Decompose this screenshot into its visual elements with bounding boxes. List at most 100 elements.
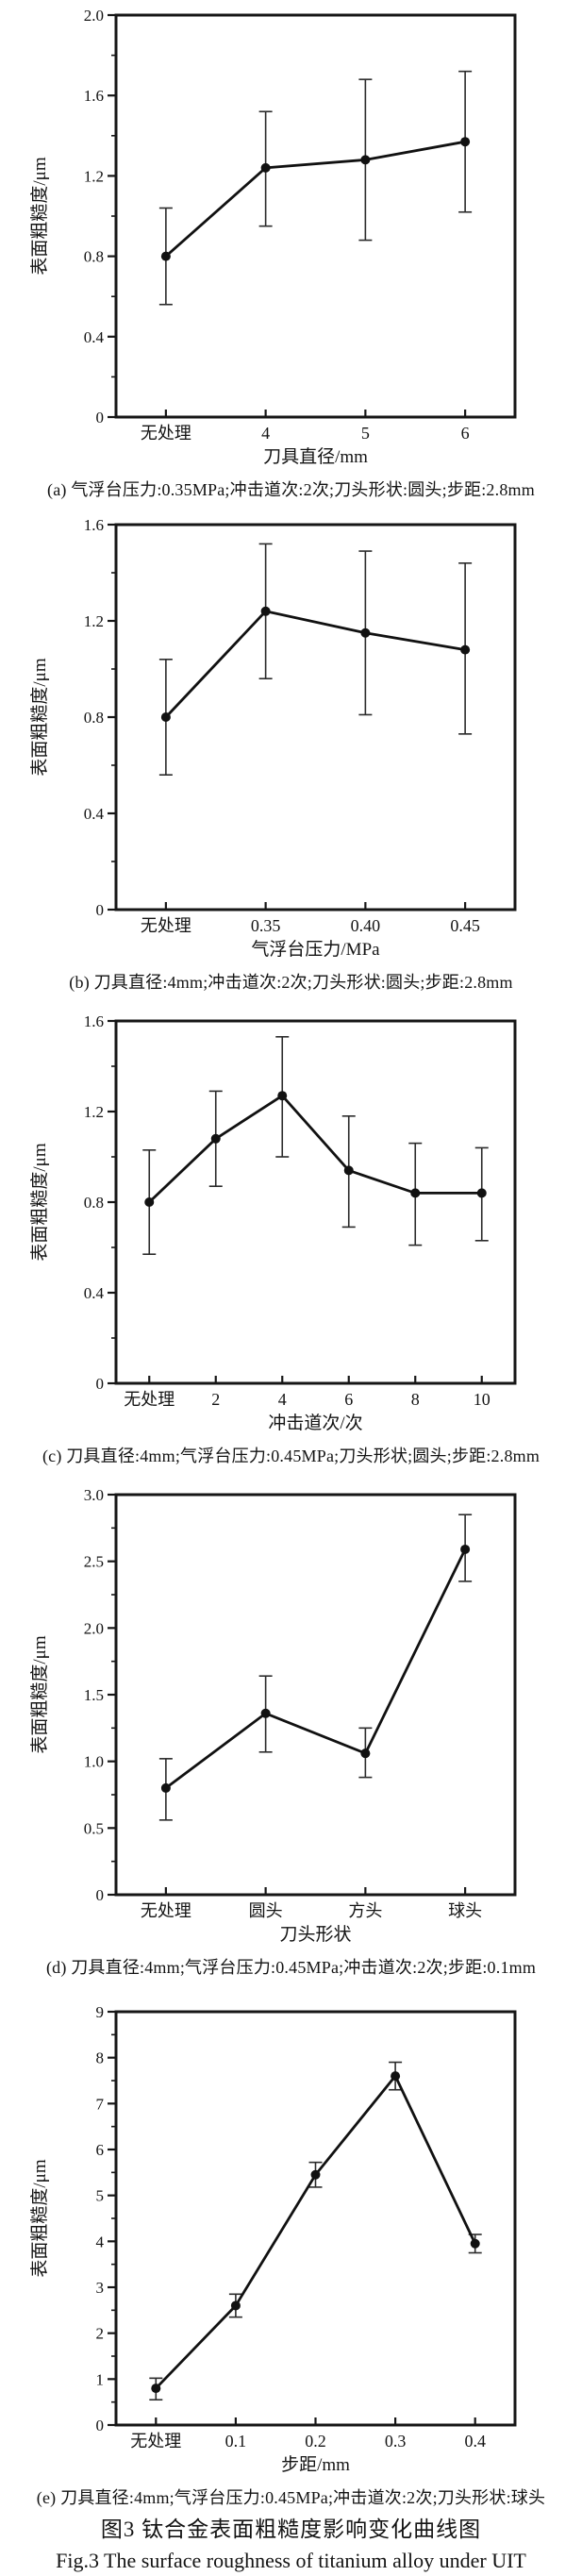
- y-tick-label: 1.6: [84, 516, 104, 534]
- error-bars: [158, 543, 473, 777]
- series-line: [164, 1547, 467, 1790]
- plot-axes: 0 1 2 3 4 5 6 7 8 9 无处理 0.1 0.2 0.3 0.4 步距/mm 表面粗糙度/μm: [29, 2003, 517, 2475]
- y-tick-label: 1.6: [84, 87, 104, 105]
- data-series: [151, 2071, 480, 2394]
- data-point-marker: [260, 606, 271, 616]
- chart-b-canvas: 0 0.4 0.8 1.2 1.6 无处理 0.35 0.40 0.45 气浮台压力/MPa 表面粗…: [29, 516, 517, 960]
- data-point-marker: [160, 712, 171, 722]
- y-axis-title: 表面粗糙度/μm: [29, 157, 50, 275]
- data-point-marker: [260, 1708, 271, 1718]
- x-tick-label: 无处理: [124, 1390, 175, 1409]
- y-axis-title: 表面粗糙度/μm: [29, 2159, 50, 2277]
- y-tick-label: 3.0: [84, 1486, 104, 1504]
- x-tick-label: 0.2: [305, 2432, 326, 2451]
- y-tick-label: 0: [96, 901, 105, 919]
- x-tick-label: 方头: [348, 1901, 382, 1920]
- y-tick-label: 0: [96, 2417, 105, 2434]
- x-tick-label: 球头: [448, 1901, 482, 1920]
- y-tick-label: 2.0: [84, 1619, 104, 1637]
- y-axis-title: 表面粗糙度/μm: [29, 1143, 50, 1261]
- series-line: [164, 610, 467, 719]
- y-tick-label: 1.6: [84, 1012, 104, 1030]
- y-tick-label: 0.4: [84, 328, 105, 346]
- data-series: [160, 606, 471, 722]
- x-tick-label: 4: [261, 424, 270, 443]
- plot-axes: 0 0.4 0.8 1.2 1.6 2.0 无处理 4 5 6 刀具直径/mm 表面粗糙度/μm: [29, 7, 517, 467]
- data-point-marker: [460, 137, 471, 147]
- x-tick-label: 2: [211, 1390, 220, 1409]
- x-tick-label: 0.35: [251, 916, 281, 935]
- data-point-marker: [260, 162, 271, 173]
- data-point-marker: [277, 1091, 288, 1101]
- x-tick-label: 6: [344, 1390, 353, 1409]
- chart-e-block: 0 1 2 3 4 5 6 7 8 9 无处理 0.1 0.2 0.3 0.4 步距/mm 表面粗糙度/μm (…: [0, 1983, 582, 2510]
- data-point-marker: [391, 2071, 401, 2082]
- plot-axes: 0 0.4 0.8 1.2 1.6 无处理 0.35 0.40 0.45 气浮台压力/MPa 表面粗…: [29, 516, 517, 960]
- data-point-marker: [310, 2169, 321, 2180]
- y-tick-label: 0.8: [84, 709, 104, 727]
- chart-d-caption: (d) 刀具直径:4mm;气浮台压力:0.45MPa;冲击道次:2次;步距:0.…: [45, 1958, 537, 1977]
- y-tick-label: 0.8: [84, 248, 104, 266]
- y-tick-label: 1.2: [84, 167, 104, 185]
- series-line: [164, 140, 467, 259]
- y-tick-label: 1.5: [84, 1686, 104, 1704]
- x-axis-title: 步距/mm: [281, 2454, 350, 2475]
- chart-d-block: 0 0.5 1.0 1.5 2.0 2.5 3.0 无处理 圆头 方头 球头 刀头形状 表面粗糙度/μm…: [0, 1472, 582, 1980]
- data-point-marker: [210, 1133, 221, 1144]
- x-tick-label: 圆头: [249, 1901, 283, 1920]
- chart-c-caption: (c) 刀具直径:4mm;气浮台压力:0.45MPa;刀头形状;圆头;步距:2.…: [42, 1447, 540, 1465]
- x-axis-title: 气浮台压力/MPa: [251, 939, 380, 960]
- chart-e-caption: (e) 刀具直径:4mm;气浮台压力:0.45MPa;冲击道次:2次;刀头形状:…: [36, 2488, 546, 2507]
- y-tick-label: 1.0: [84, 1753, 104, 1771]
- data-point-marker: [160, 251, 171, 261]
- data-point-marker: [360, 155, 371, 165]
- y-axis-title: 表面粗糙度/μm: [29, 658, 50, 776]
- x-tick-label: 5: [361, 424, 370, 443]
- y-tick-label: 0: [96, 1886, 105, 1904]
- x-tick-label: 0.3: [385, 2432, 407, 2451]
- y-tick-label: 0.4: [84, 805, 105, 823]
- x-tick-label: 10: [474, 1390, 491, 1409]
- x-tick-label: 0.45: [450, 916, 480, 935]
- y-tick-label: 0.8: [84, 1194, 104, 1212]
- y-tick-label: 0.4: [84, 1284, 105, 1302]
- x-tick-label: 0.40: [351, 916, 381, 935]
- error-bars: [158, 70, 473, 306]
- x-tick-label: 无处理: [130, 2432, 181, 2451]
- error-bars: [142, 1035, 489, 1256]
- plot-axes: 0 0.4 0.8 1.2 1.6 无处理 2 4 6 8 10 冲击道次/次 表面粗糙度/μm: [29, 1012, 517, 1433]
- data-point-marker: [410, 1188, 421, 1198]
- y-tick-label: 6: [96, 2141, 105, 2159]
- data-series: [160, 137, 471, 261]
- x-tick-label: 4: [278, 1390, 287, 1409]
- data-series: [160, 1544, 471, 1793]
- y-tick-label: 2.0: [84, 7, 104, 25]
- x-axis-title: 冲击道次/次: [268, 1413, 362, 1433]
- x-axis-title: 刀具直径/mm: [263, 446, 368, 467]
- x-tick-label: 无处理: [141, 424, 191, 443]
- y-tick-label: 8: [96, 2049, 105, 2067]
- chart-c-block: 0 0.4 0.8 1.2 1.6 无处理 2 4 6 8 10 冲击道次/次 表面粗糙度/μm (c)…: [0, 998, 582, 1468]
- y-tick-label: 1.2: [84, 612, 104, 630]
- x-tick-label: 6: [461, 424, 470, 443]
- data-point-marker: [144, 1197, 155, 1207]
- data-point-marker: [343, 1165, 354, 1176]
- y-axis-title: 表面粗糙度/μm: [29, 1635, 50, 1753]
- x-tick-label: 无处理: [141, 916, 191, 935]
- data-point-marker: [160, 1782, 171, 1793]
- data-point-marker: [470, 2238, 480, 2249]
- data-point-marker: [476, 1188, 487, 1198]
- chart-c-canvas: 0 0.4 0.8 1.2 1.6 无处理 2 4 6 8 10 冲击道次/次 表面粗糙度/μm: [29, 1012, 517, 1433]
- x-tick-label: 0.4: [464, 2432, 486, 2451]
- chart-b-caption: (b) 刀具直径:4mm;冲击道次:2次;刀头形状:圆头;步距:2.8mm: [69, 973, 513, 992]
- x-tick-label: 无处理: [141, 1901, 191, 1920]
- series-line: [154, 2073, 477, 2390]
- y-tick-label: 2.5: [84, 1553, 104, 1571]
- y-tick-label: 7: [96, 2095, 105, 2113]
- x-tick-label: 8: [411, 1390, 420, 1409]
- y-tick-label: 3: [96, 2279, 105, 2297]
- data-point-marker: [460, 644, 471, 655]
